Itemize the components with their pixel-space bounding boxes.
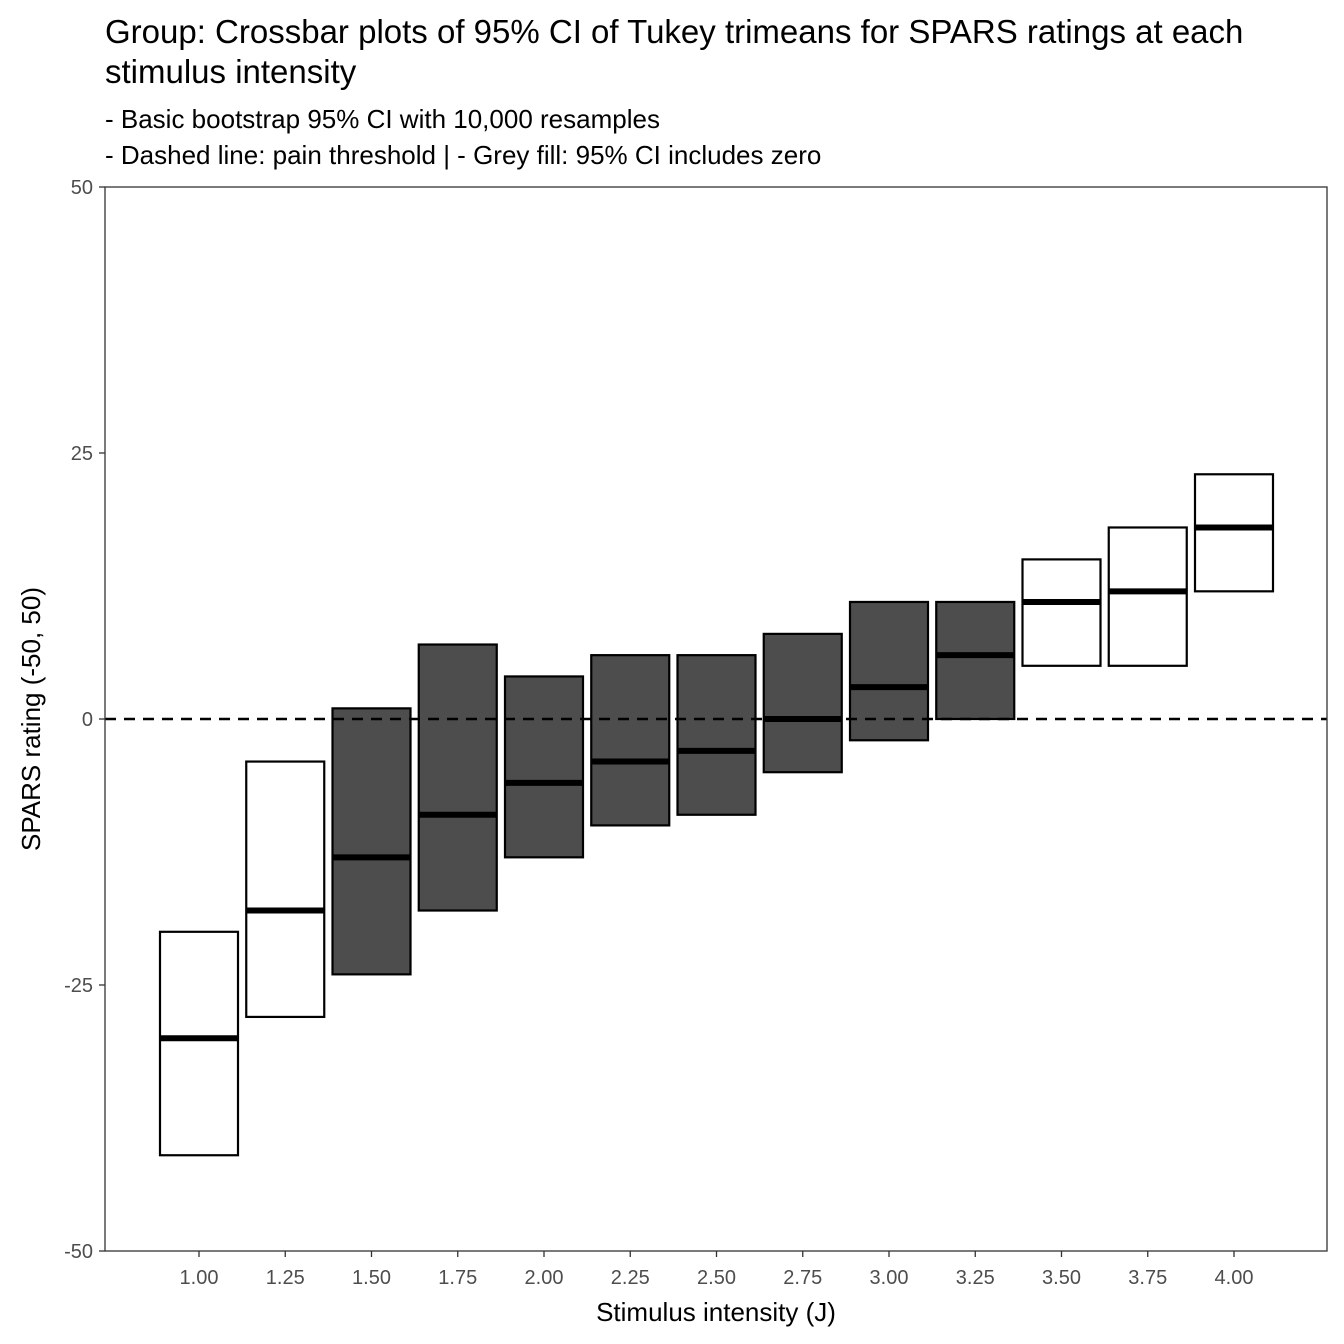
- x-tick-label: 3.00: [870, 1267, 909, 1289]
- ci-box-3.50: [1021, 558, 1102, 667]
- y-tick-label: -50: [64, 1241, 93, 1263]
- x-tick-label: 3.50: [1042, 1267, 1081, 1289]
- x-axis-title: Stimulus intensity (J): [596, 1297, 836, 1327]
- ci-box-3.00: [848, 600, 930, 742]
- x-tick-label: 4.00: [1215, 1267, 1254, 1289]
- ci-box-2.75: [762, 632, 843, 774]
- x-tick-label: 2.75: [783, 1267, 822, 1289]
- ci-box-1.50: [331, 707, 412, 976]
- x-tick-label: 2.00: [525, 1267, 564, 1289]
- crossbars: [158, 473, 1275, 1157]
- ci-box-1.25: [245, 760, 326, 1019]
- ci-box-3.25: [935, 600, 1016, 721]
- x-tick-label: 1.50: [352, 1267, 391, 1289]
- ci-box-4.00: [1193, 473, 1275, 593]
- x-tick-label: 1.25: [266, 1267, 305, 1289]
- x-tick-label: 2.50: [697, 1267, 736, 1289]
- x-tick-label: 3.75: [1128, 1267, 1167, 1289]
- y-tick-label: 50: [71, 177, 93, 199]
- x-tick-label: 3.25: [956, 1267, 995, 1289]
- chart-subtitle-line-2: - Dashed line: pain threshold | - Grey f…: [105, 140, 822, 170]
- ci-box-1.00: [158, 930, 240, 1157]
- y-tick-label: -25: [64, 975, 93, 997]
- y-tick-label: 0: [82, 709, 93, 731]
- ci-box-2.25: [590, 654, 671, 827]
- ci-box-1.75: [417, 643, 498, 912]
- chart-title: Group: Crossbar plots of 95% CI of Tukey…: [105, 13, 1244, 90]
- y-axis-title: SPARS rating (-50, 50): [16, 587, 46, 851]
- x-axis: 1.00 1.25 1.50 1.75 2.00 2.25 2.50 2.75 3.00 3.25…: [180, 1251, 1254, 1289]
- x-tick-label: 1.75: [438, 1267, 477, 1289]
- y-tick-label: 25: [71, 443, 93, 465]
- chart-subtitle-line-1: - Basic bootstrap 95% CI with 10,000 res…: [105, 104, 660, 134]
- ci-box-2.00: [503, 675, 585, 859]
- x-tick-label: 1.00: [180, 1267, 219, 1289]
- ci-box-2.50: [676, 654, 757, 816]
- x-tick-label: 2.25: [611, 1267, 650, 1289]
- y-axis: -50 -25 0 25 50: [64, 177, 105, 1263]
- ci-box-3.75: [1107, 526, 1188, 667]
